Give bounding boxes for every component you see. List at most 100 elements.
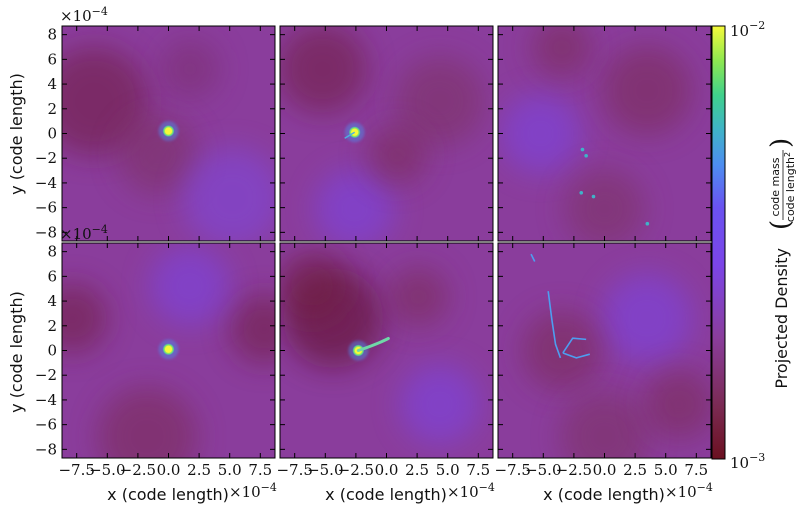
- density-patch: [62, 283, 108, 354]
- colorbar-label: Projected Density: [772, 248, 791, 389]
- x-multiplier-middle: ×10−4: [447, 481, 495, 501]
- density-patch: [367, 125, 428, 185]
- density-patch: [314, 168, 395, 241]
- density-speck: [580, 147, 585, 152]
- x-tick-label: 0.0: [157, 461, 181, 479]
- panel-1-1: [280, 243, 493, 458]
- density-patch: [500, 93, 581, 174]
- density-speck: [579, 191, 584, 195]
- density-patch: [602, 273, 693, 364]
- x-tick-label: 7.5: [684, 461, 708, 479]
- panel-features: [579, 147, 650, 226]
- panel-0-2: [498, 26, 711, 241]
- panel-1-0: [62, 243, 275, 458]
- density-patch: [564, 168, 645, 241]
- y-tick-label: −2: [35, 149, 57, 167]
- x-axis-label-left: x (code length): [107, 485, 229, 504]
- density-patch: [229, 294, 275, 364]
- panel-features: [530, 253, 591, 359]
- x-tick-label: −7.5: [58, 461, 94, 479]
- colorbar-open-paren: (: [766, 220, 796, 230]
- colorbar-unit-denominator: code length2: [783, 152, 797, 222]
- y-tick-label: 4: [47, 75, 57, 93]
- colorbar-unit-numerator: code mass: [769, 157, 782, 216]
- y-multiplier-bottom: ×10−4: [60, 223, 108, 243]
- y-tick-label: −4: [35, 174, 57, 192]
- density-filament: [530, 253, 536, 262]
- density-patch: [399, 364, 480, 445]
- density-peak: [165, 345, 172, 353]
- panel-1-2: [498, 243, 711, 458]
- x-tick-label: 0.0: [375, 461, 399, 479]
- density-stream: [356, 337, 390, 352]
- panel-features: [344, 122, 365, 143]
- panel-0-1: [280, 26, 493, 241]
- y-tick-label: 0: [47, 125, 57, 143]
- panel-features: [158, 339, 179, 360]
- density-patch: [531, 26, 592, 78]
- density-patch: [602, 45, 693, 136]
- colorbar: [711, 25, 726, 460]
- density-filament: [562, 352, 591, 359]
- x-multiplier-left: ×10−4: [229, 481, 277, 501]
- panel-0-0: [62, 26, 275, 241]
- colorbar-min-label: 10−3: [730, 451, 765, 472]
- x-tick-label: 2.5: [405, 461, 429, 479]
- colorbar-title: Projected Density ( code mass code lengt…: [766, 138, 797, 389]
- density-patch: [280, 26, 368, 114]
- y-axis-label-bottom: y (code length): [7, 291, 26, 413]
- x-tick-label: 7.5: [248, 461, 272, 479]
- density-peak: [165, 127, 172, 135]
- y-tick-label: −2: [35, 366, 57, 384]
- density-patch: [280, 251, 347, 321]
- y-tick-label: −6: [35, 416, 57, 434]
- colorbar-max-label: 10−2: [730, 19, 765, 40]
- density-patch: [559, 391, 650, 458]
- y-axis-label-top: y (code length): [7, 73, 26, 195]
- y-tick-label: −8: [35, 223, 57, 241]
- density-filament: [562, 337, 587, 354]
- y-tick-label: −6: [35, 199, 57, 217]
- x-axis-label-middle: x (code length): [325, 485, 447, 504]
- x-tick-label: −5.0: [307, 461, 343, 479]
- x-tick-label: −2.5: [338, 461, 374, 479]
- density-patch: [149, 246, 230, 326]
- density-patch: [521, 310, 602, 391]
- density-patch: [97, 386, 198, 458]
- y-tick-label: 4: [47, 292, 57, 310]
- y-tick-label: 2: [47, 317, 57, 335]
- x-tick-label: −2.5: [120, 461, 156, 479]
- x-tick-label: −2.5: [556, 461, 592, 479]
- y-tick-label: 6: [47, 50, 57, 68]
- y-tick-label: 0: [47, 342, 57, 360]
- x-tick-label: −5.0: [89, 461, 125, 479]
- y-multiplier-top: ×10−4: [60, 5, 108, 25]
- x-tick-label: 7.5: [466, 461, 490, 479]
- y-tick-label: −4: [35, 391, 57, 409]
- x-tick-label: 0.0: [593, 461, 617, 479]
- density-patch: [388, 266, 449, 327]
- density-patch: [394, 56, 485, 147]
- y-tick-label: 2: [47, 100, 57, 118]
- density-patch: [182, 148, 275, 241]
- y-tick-label: 6: [47, 267, 57, 285]
- x-tick-label: 2.5: [623, 461, 647, 479]
- density-speck: [584, 153, 588, 158]
- x-tick-label: 5.0: [218, 461, 242, 479]
- x-tick-label: −5.0: [525, 461, 561, 479]
- density-patch: [159, 39, 220, 99]
- x-tick-label: −7.5: [494, 461, 530, 479]
- density-speck: [645, 221, 650, 226]
- panel-features: [158, 121, 179, 142]
- density-patch: [644, 369, 711, 440]
- x-tick-label: −7.5: [276, 461, 312, 479]
- y-tick-label: 8: [47, 26, 57, 44]
- density-stream: [344, 131, 356, 139]
- y-tick-label: −8: [35, 440, 57, 458]
- panel-features: [348, 337, 390, 361]
- x-tick-label: 5.0: [654, 461, 678, 479]
- x-tick-label: 2.5: [187, 461, 211, 479]
- y-tick-label: 8: [47, 243, 57, 261]
- x-axis-label-right: x (code length): [543, 485, 665, 504]
